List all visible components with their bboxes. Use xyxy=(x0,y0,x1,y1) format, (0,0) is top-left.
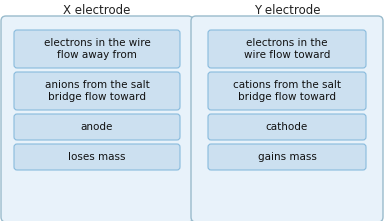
FancyBboxPatch shape xyxy=(208,72,366,110)
Text: anions from the salt
bridge flow toward: anions from the salt bridge flow toward xyxy=(45,80,149,102)
Text: loses mass: loses mass xyxy=(68,152,126,162)
Text: cations from the salt
bridge flow toward: cations from the salt bridge flow toward xyxy=(233,80,341,102)
FancyBboxPatch shape xyxy=(14,72,180,110)
FancyBboxPatch shape xyxy=(208,30,366,68)
Text: X electrode: X electrode xyxy=(63,4,131,17)
FancyBboxPatch shape xyxy=(1,16,193,221)
FancyBboxPatch shape xyxy=(208,114,366,140)
Text: electrons in the
wire flow toward: electrons in the wire flow toward xyxy=(244,38,330,60)
Text: Y electrode: Y electrode xyxy=(254,4,320,17)
FancyBboxPatch shape xyxy=(14,144,180,170)
Text: cathode: cathode xyxy=(266,122,308,132)
Text: anode: anode xyxy=(81,122,113,132)
Text: gains mass: gains mass xyxy=(258,152,316,162)
Text: electrons in the wire
flow away from: electrons in the wire flow away from xyxy=(44,38,151,60)
FancyBboxPatch shape xyxy=(14,114,180,140)
FancyBboxPatch shape xyxy=(208,144,366,170)
FancyBboxPatch shape xyxy=(191,16,383,221)
FancyBboxPatch shape xyxy=(14,30,180,68)
